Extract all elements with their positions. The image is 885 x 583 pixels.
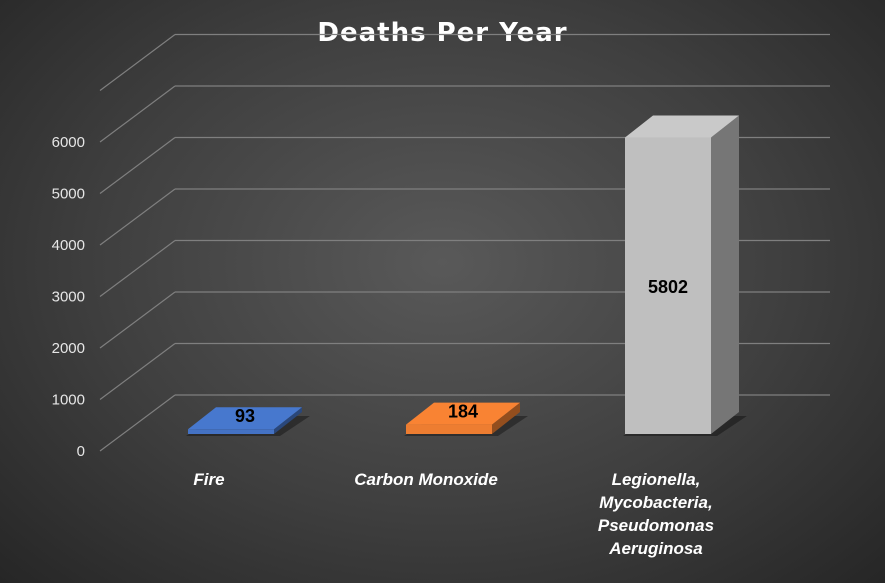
category-label-line: Pseudomonas bbox=[598, 516, 714, 535]
bar bbox=[404, 402, 528, 436]
bar-top-face bbox=[406, 402, 520, 425]
gridline-diagonal bbox=[99, 188, 176, 246]
gridline-diagonal bbox=[99, 240, 176, 297]
gridline-diagonal bbox=[99, 137, 176, 194]
y-tick-label: 4000 bbox=[52, 237, 85, 254]
gridline-diagonal bbox=[99, 85, 176, 143]
bar-side-face bbox=[274, 407, 302, 434]
bar-front-face bbox=[625, 137, 711, 434]
y-axis-ticks: 0 1000 2000 3000 4000 5000 6000 bbox=[52, 134, 85, 460]
gridline-diagonal bbox=[99, 343, 176, 400]
category-label: Legionella, Mycobacteria, Pseudomonas Aerug… bbox=[598, 470, 714, 558]
y-tick-label: 6000 bbox=[52, 134, 85, 151]
bar bbox=[623, 115, 747, 436]
y-tick-label: 0 bbox=[77, 443, 85, 460]
gridline-diagonal bbox=[99, 34, 176, 91]
y-tick-label: 1000 bbox=[52, 392, 85, 409]
y-tick-label: 5000 bbox=[52, 186, 85, 203]
category-label-line: Carbon Monoxide bbox=[354, 470, 498, 489]
chart-title: Deaths Per Year bbox=[317, 18, 568, 48]
gridline-diagonal bbox=[99, 291, 176, 349]
bar-front-face bbox=[188, 429, 274, 434]
gridline-diagonal bbox=[99, 394, 176, 452]
category-labels: Fire Carbon Monoxide Legionella, Mycobacter… bbox=[193, 470, 714, 558]
data-labels: 93 184 5802 bbox=[235, 277, 688, 426]
bars bbox=[186, 115, 747, 436]
data-label: 93 bbox=[235, 406, 255, 426]
category-label-line: Mycobacteria, bbox=[599, 493, 712, 512]
y-tick-label: 3000 bbox=[52, 289, 85, 306]
bar-top-face bbox=[625, 115, 739, 138]
category-label-line: Aeruginosa bbox=[608, 539, 703, 558]
category-label-line: Legionella, bbox=[612, 470, 701, 489]
data-label: 184 bbox=[448, 402, 478, 422]
y-tick-label: 2000 bbox=[52, 340, 85, 357]
category-label-line: Fire bbox=[193, 470, 224, 489]
bar-side-face bbox=[492, 402, 520, 434]
bar-top-face bbox=[188, 407, 302, 430]
bar bbox=[186, 407, 310, 436]
category-label: Fire bbox=[193, 470, 224, 489]
bar-front-face bbox=[406, 424, 492, 434]
data-label: 5802 bbox=[648, 277, 688, 297]
bar-side-face bbox=[711, 115, 739, 435]
category-label: Carbon Monoxide bbox=[354, 470, 498, 489]
